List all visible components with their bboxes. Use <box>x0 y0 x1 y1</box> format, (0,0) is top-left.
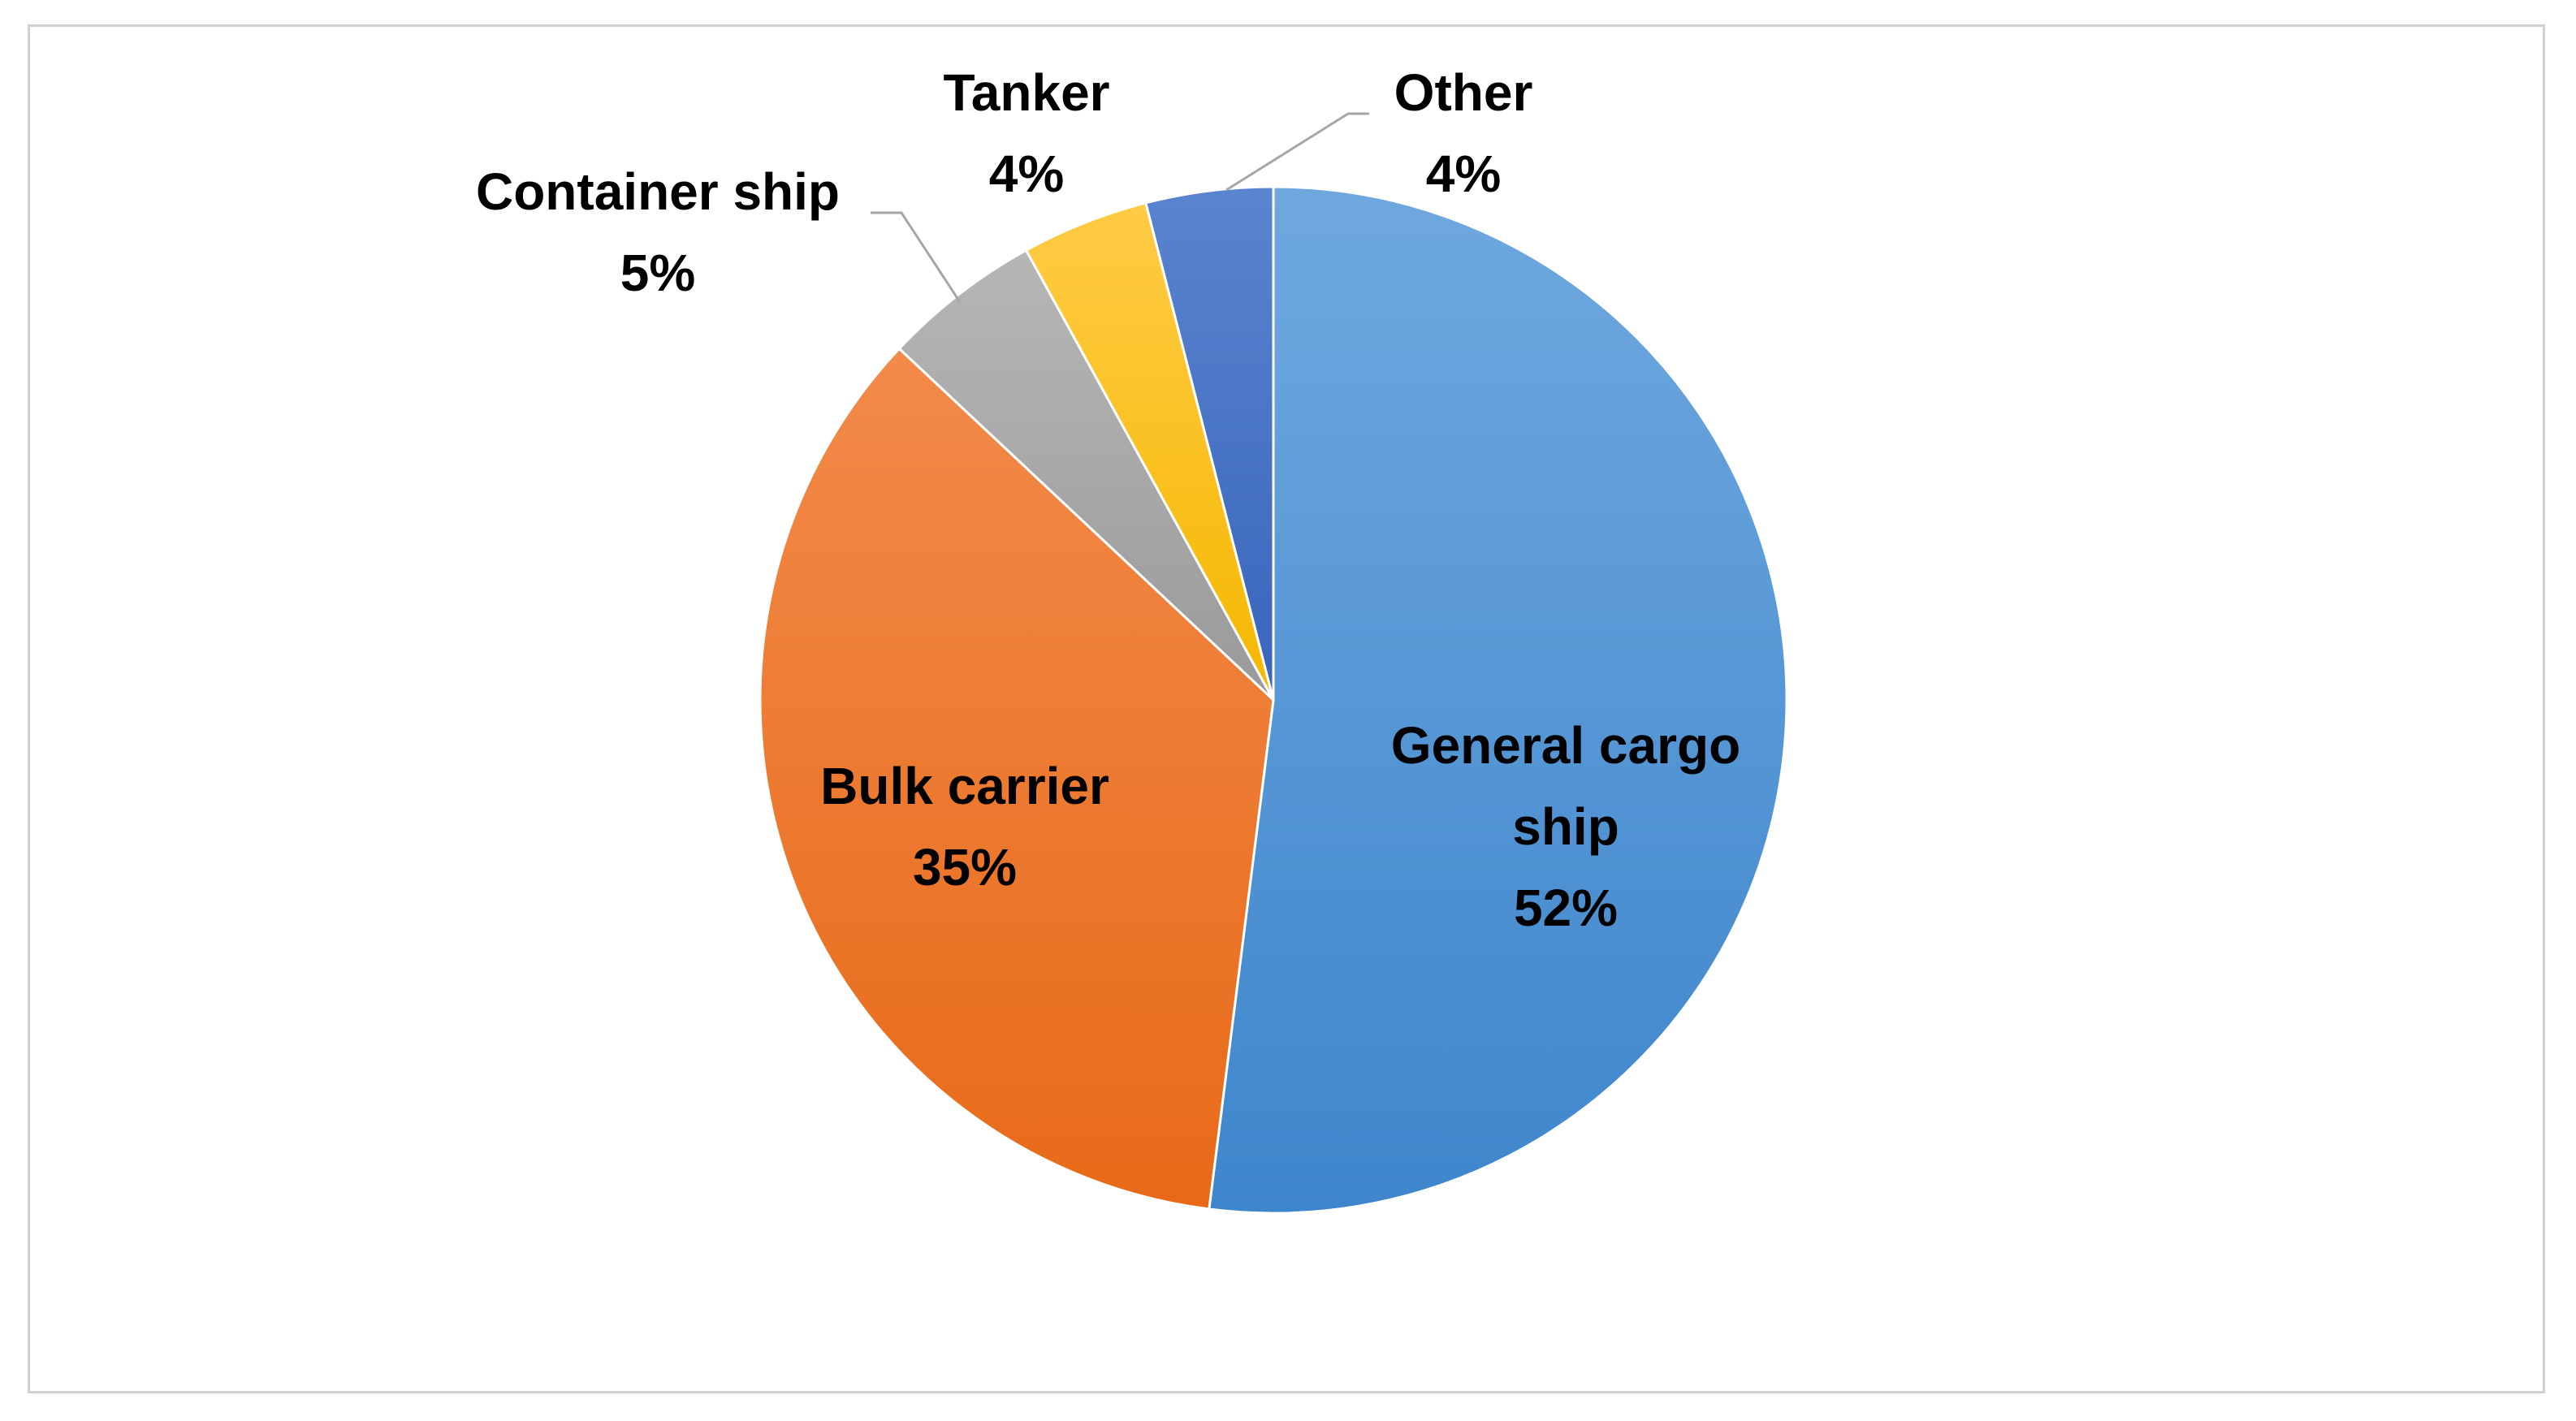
slice-labels: General cargo ship 52% Bulk carrier 35% Conta… <box>476 63 1740 937</box>
slice-label-container-ship: Container ship 5% <box>476 162 840 302</box>
slice-name: ship <box>1512 797 1619 856</box>
leader-line-container-ship <box>871 211 962 303</box>
slice-label-general-cargo-ship: General cargo ship 52% <box>1391 716 1740 937</box>
slice-label-tanker: Tanker 4% <box>943 63 1109 203</box>
pie-slice-general-cargo-ship <box>1208 185 1788 1215</box>
slice-name: General cargo <box>1391 716 1740 775</box>
slice-label-other: Other 4% <box>1394 63 1533 203</box>
slice-name: Other <box>1394 63 1533 122</box>
slice-percent: 52% <box>1514 879 1618 937</box>
slice-name: Container ship <box>476 162 840 221</box>
leader-line-other <box>1225 112 1369 192</box>
slice-name: Tanker <box>943 63 1109 122</box>
pie-slice-container-ship <box>897 248 1275 702</box>
slice-label-bulk-carrier: Bulk carrier 35% <box>820 757 1109 896</box>
pie-slice-bulk-carrier <box>759 347 1275 1211</box>
slice-percent: 4% <box>989 145 1065 203</box>
pie-slices <box>759 185 1788 1215</box>
pie-slice-other <box>1144 185 1275 701</box>
slice-percent: 35% <box>913 838 1017 896</box>
slice-percent: 5% <box>620 244 696 302</box>
leader-lines <box>871 112 1369 303</box>
slice-name: Bulk carrier <box>820 757 1109 815</box>
slice-percent: 4% <box>1426 145 1502 203</box>
